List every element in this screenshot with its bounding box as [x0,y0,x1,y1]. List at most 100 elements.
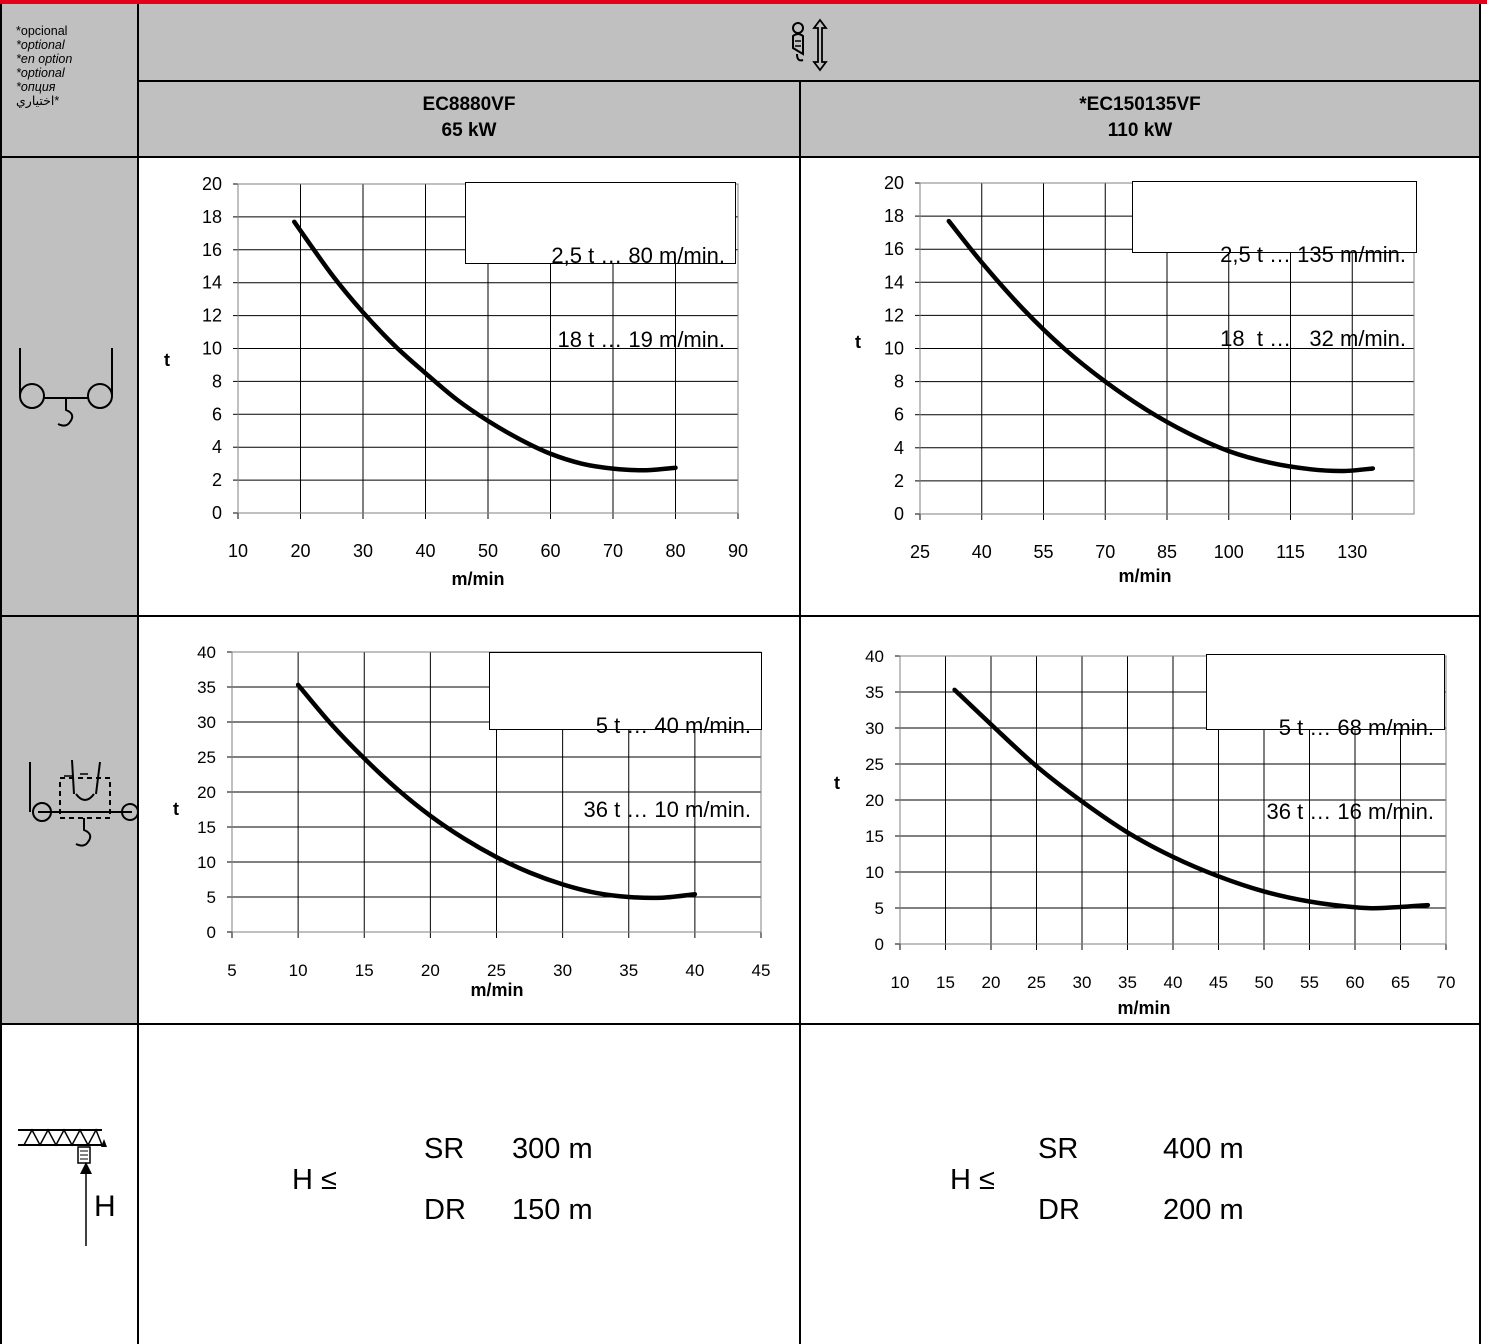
annotation-line: 5 t … 68 m/min. [1278,715,1434,740]
optional-label: *optional [16,66,65,80]
annotation-line: 18 t … 19 m/min. [551,327,725,352]
x-tick-label: 10 [228,541,248,561]
model-header-1: EC8880VF 65 kW [139,92,799,144]
load-speed-curve [295,682,698,901]
y-tick-label: 16 [202,240,222,260]
x-tick-label: 60 [1346,973,1365,992]
y-tick-label: 30 [197,713,216,732]
x-tick-label: 35 [1118,973,1137,992]
height-mode-dr-2: DR [1038,1194,1080,1226]
border-row4 [0,1023,1481,1025]
x-tick-label: 5 [227,961,236,980]
x-tick-label: 50 [1255,973,1274,992]
y-tick-label: 20 [865,791,884,810]
y-tick-label: 40 [197,643,216,662]
y-tick-label: 8 [894,372,904,392]
y-tick-label: 20 [197,783,216,802]
chart-3-annotation: 5 t … 40 m/min. 36 t … 10 m/min. [489,652,762,822]
y-tick-label: 18 [202,207,222,227]
y-tick-label: 18 [884,206,904,226]
border-right [1479,4,1481,1344]
height-value-dr-2: 200 m [1163,1194,1244,1226]
x-tick-label: 30 [1073,973,1092,992]
y-tick-label: 0 [207,923,216,942]
plot-border [899,655,1447,945]
x-tick-label: 60 [540,541,560,561]
y-tick-label: 35 [865,683,884,702]
x-tick-label: 25 [487,961,506,980]
y-tick-label: 30 [865,719,884,738]
hoist-header-cell [138,4,1481,81]
x-tick-label: 15 [355,961,374,980]
row-icon-column [0,158,138,1024]
optional-label: اختياري* [16,94,60,108]
x-axis-label: m/min [1118,566,1171,586]
annotation-line: 2,5 t … 135 m/min. [1220,242,1406,267]
y-tick-label: 14 [884,272,904,292]
x-tick-label: 30 [353,541,373,561]
border-row3 [0,615,1481,617]
y-tick-label: 4 [894,438,904,458]
model-header-2: *EC150135VF 110 kW [801,92,1479,144]
chart-2-annotation: 2,5 t … 135 m/min. 18 t … 32 m/min. [1132,181,1417,351]
height-label-1: H ≤ [292,1164,337,1196]
border-col1 [137,4,139,1344]
chart-1-annotation: 2,5 t … 80 m/min. 18 t … 19 m/min. [465,182,736,352]
x-tick-label: 70 [603,541,623,561]
y-axis-label: t [164,350,170,370]
x-axis-label: m/min [451,569,504,589]
x-tick-label: 90 [728,541,748,561]
x-tick-label: 45 [752,961,771,980]
x-tick-label: 130 [1337,542,1367,562]
x-tick-label: 25 [910,542,930,562]
y-tick-label: 2 [212,470,222,490]
load-speed-curve [952,687,1431,911]
model-name: EC8880VF [422,94,516,115]
model-power: 65 kW [441,120,497,141]
x-tick-label: 25 [1027,973,1046,992]
double-reeving-hook-icon [29,759,139,847]
y-tick-label: 10 [202,339,222,359]
y-tick-label: 5 [207,888,216,907]
y-axis-label: t [855,332,861,352]
x-tick-label: 40 [972,542,992,562]
height-value-sr-1: 300 m [512,1133,593,1165]
border-row1 [137,80,1481,82]
y-tick-label: 16 [884,239,904,259]
y-tick-label: 4 [212,437,222,457]
options-header-cell [0,4,138,158]
annotation-line: 36 t … 16 m/min. [1266,799,1434,824]
y-axis-label: t [834,773,840,793]
optional-label: *optional [16,38,65,52]
x-axis-label: m/min [470,980,523,1000]
height-value-sr-2: 400 m [1163,1133,1244,1165]
y-tick-label: 6 [212,404,222,424]
annotation-line: 2,5 t … 80 m/min. [551,243,725,268]
x-tick-label: 115 [1276,542,1305,562]
x-tick-label: 50 [478,541,498,561]
height-arrow-icon [80,1162,92,1246]
y-tick-label: 10 [865,863,884,882]
height-mode-sr-2: SR [1038,1133,1079,1165]
height-label-2: H ≤ [950,1164,995,1196]
border-col2 [799,81,801,1344]
y-tick-label: 10 [197,853,216,872]
x-tick-label: 65 [1391,973,1410,992]
height-icon-label: H [94,1190,116,1223]
y-tick-label: 6 [894,405,904,425]
annotation-line: 18 t … 32 m/min. [1220,326,1406,351]
x-tick-label: 55 [1300,973,1319,992]
optional-label: *en option [16,52,73,66]
height-mode-sr-1: SR [424,1133,465,1165]
model-power: 110 kW [1107,120,1173,141]
single-reeving-hook-icon [19,348,113,427]
y-tick-label: 0 [894,504,904,524]
x-tick-label: 20 [290,541,310,561]
border-left [0,4,2,1344]
x-axis-label: m/min [1117,998,1170,1018]
x-tick-label: 40 [685,961,704,980]
y-tick-label: 20 [884,173,904,193]
x-tick-label: 40 [1164,973,1183,992]
model-header-cell [138,81,1481,158]
x-tick-label: 35 [619,961,638,980]
